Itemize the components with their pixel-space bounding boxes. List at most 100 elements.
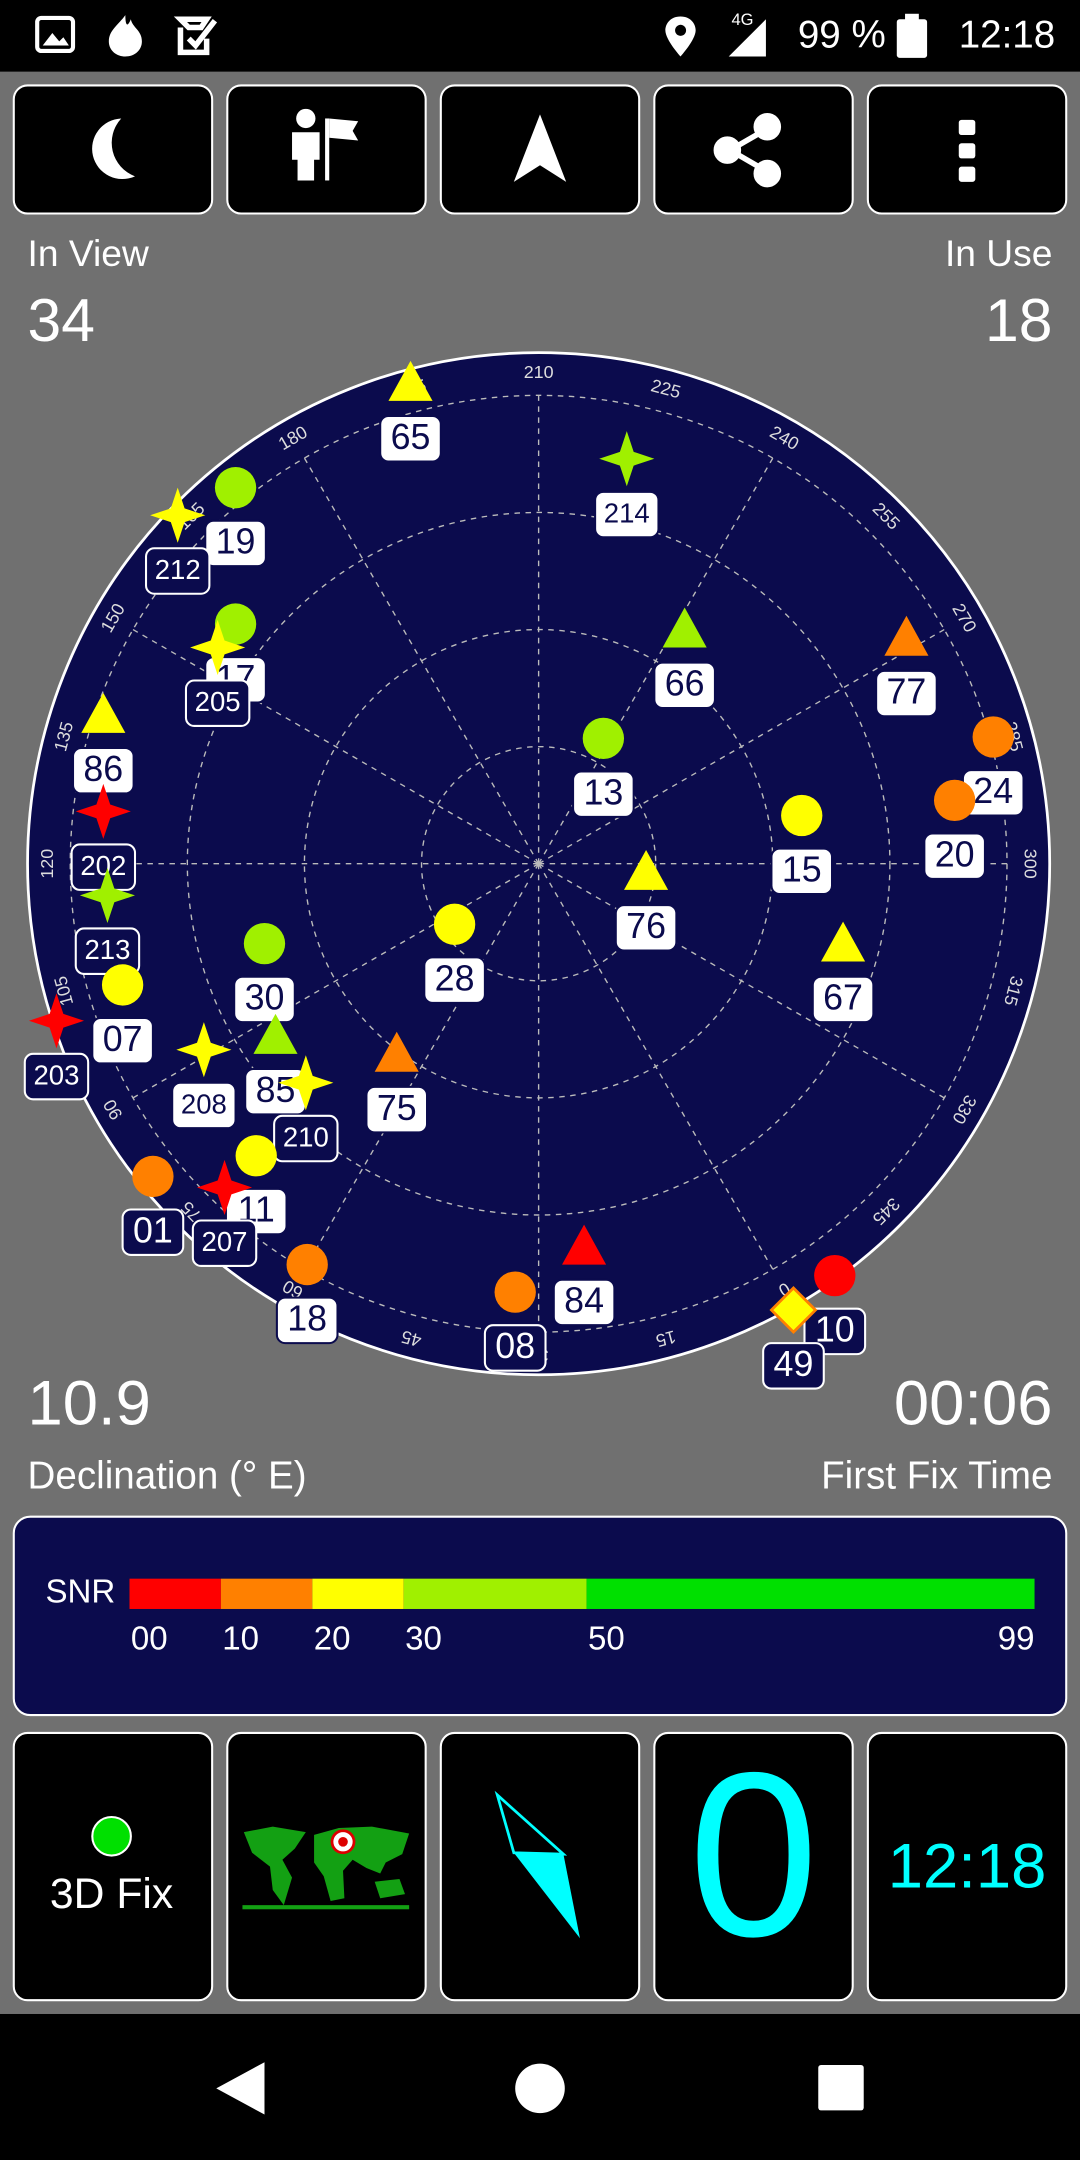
satellite-label: 19 (216, 522, 256, 562)
network-type: 4G (731, 10, 753, 29)
satellite-label: 30 (245, 978, 285, 1018)
satellite-marker (624, 849, 669, 890)
satellite-marker (190, 619, 246, 675)
satellite-label-box (121, 1208, 185, 1256)
fix-label: 3D Fix (50, 1870, 173, 1918)
person-flag-icon (292, 108, 359, 181)
declination-label: Declination (° E) (28, 1454, 307, 1497)
satellite-marker (214, 466, 257, 509)
satellite-marker (75, 783, 131, 839)
count-value: 0 (688, 1723, 818, 1985)
share-button[interactable] (653, 84, 854, 215)
snr-tick-label: 30 (405, 1620, 442, 1657)
azimuth-spoke (303, 863, 540, 1270)
satellite-marker (286, 1243, 328, 1286)
satellite-label-box (552, 1278, 616, 1327)
elevation-ring (186, 511, 891, 1216)
satellite-label-box (875, 669, 938, 718)
satellite-label-box (171, 1081, 237, 1130)
clock-value: 12:18 (888, 1831, 1047, 1901)
snr-segment (403, 1578, 587, 1609)
satellite-label: 13 (583, 772, 623, 812)
count-tile[interactable] (653, 1731, 854, 2002)
fix-indicator (91, 1815, 132, 1857)
azimuth-label: 15 (654, 1326, 678, 1350)
satellite-label: 203 (33, 1060, 79, 1091)
satellite-label: 67 (823, 978, 863, 1018)
status-time: 12:18 (959, 13, 1056, 56)
home-button[interactable] (515, 2063, 565, 2114)
satellite-label: 207 (202, 1226, 248, 1257)
satellite-label-box (273, 1114, 339, 1163)
icon-part (753, 112, 782, 141)
satellite-label-box (365, 1085, 429, 1134)
satellite-marker (599, 431, 655, 487)
satellite-label: 49 (774, 1344, 814, 1384)
satellite-label: 65 (391, 417, 431, 457)
snr-scale: 00 10 20 30 50 99 (129, 1578, 1035, 1657)
satellite-marker (132, 1155, 174, 1198)
sky-plot-layer: 2102252402552702853003153303450153045607… (23, 360, 1040, 1390)
satellite-marker (214, 603, 257, 645)
in-use-label: In Use (945, 232, 1052, 274)
snr-tick-label: 20 (314, 1620, 351, 1657)
in-use-value: 18 (985, 286, 1052, 354)
satellite-label-box (204, 519, 267, 568)
satellite-label: 85 (256, 1070, 296, 1110)
night-mode-button[interactable] (12, 84, 214, 215)
location-icon (665, 16, 696, 57)
satellite-label-box (144, 547, 211, 595)
elevation-ring (420, 745, 657, 982)
satellite-label-box (483, 1324, 547, 1372)
snr-title: SNR (45, 1574, 115, 1611)
satellite-marker (235, 1135, 277, 1177)
clock-tile[interactable] (866, 1731, 1068, 2002)
snr-tick-label: 00 (131, 1620, 168, 1657)
battery-level: 99 % (798, 13, 886, 56)
icon-part (296, 108, 316, 129)
signal-icon (728, 19, 766, 57)
icon-part (713, 136, 742, 164)
satellite-label: 210 (283, 1122, 329, 1153)
in-view-value: 34 (28, 286, 95, 354)
azimuth-spoke (132, 628, 539, 865)
azimuth-spoke (538, 863, 774, 1270)
satellite-label: 208 (181, 1088, 227, 1119)
first-fix-label: First Fix Time (821, 1454, 1052, 1497)
snr-segment (129, 1578, 221, 1609)
moon-icon (92, 118, 135, 180)
recents-button[interactable] (818, 2064, 864, 2111)
fix-tile[interactable] (12, 1731, 214, 2002)
icon-part (958, 166, 976, 182)
azimuth-spoke (538, 863, 945, 1099)
satellite-label-box (233, 975, 296, 1024)
back-button[interactable] (216, 2062, 265, 2115)
satellite-marker (494, 1271, 536, 1313)
icon-part (292, 132, 320, 181)
satellite-marker (433, 903, 476, 945)
satellite-label-box (594, 490, 660, 539)
snr-tick-label: 50 (588, 1620, 625, 1657)
snr-segment (312, 1578, 404, 1609)
map-land (374, 1878, 405, 1899)
icon-part (753, 159, 782, 188)
check-icon (173, 16, 218, 56)
satellite-marker (196, 1159, 253, 1215)
menu-icon (958, 119, 976, 182)
navigation-icon (513, 114, 567, 182)
satellite-label: 66 (665, 663, 705, 703)
satellite-label: 213 (84, 934, 130, 965)
satellite-marker (662, 607, 707, 648)
satellite-label: 08 (495, 1326, 535, 1366)
satellite-label-box (811, 975, 875, 1024)
satellite-label-box (275, 1296, 339, 1345)
satellite-label: 86 (83, 749, 123, 789)
satellite-label: 84 (564, 1281, 604, 1321)
icon-part (958, 143, 976, 159)
satellite-marker (81, 692, 126, 733)
satellite-label-box (23, 1052, 90, 1101)
satellite-marker (374, 1031, 419, 1072)
azimuth-label: 120 (37, 849, 57, 879)
satellite-label: 212 (155, 554, 201, 585)
status-icons (35, 13, 928, 58)
